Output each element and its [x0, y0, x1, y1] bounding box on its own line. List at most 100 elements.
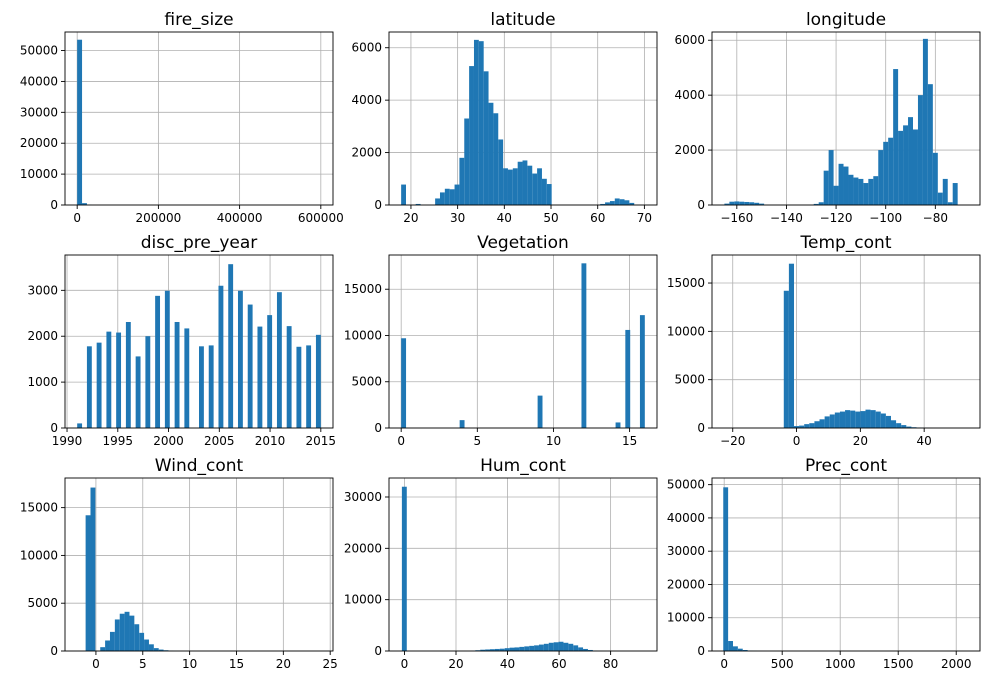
histogram-bar — [728, 641, 733, 651]
x-tick-label: 20 — [448, 657, 463, 671]
x-tick-label: 0 — [92, 657, 100, 671]
y-tick-label: 10000 — [667, 611, 705, 625]
histogram-bar — [749, 202, 755, 205]
histogram-bar — [464, 118, 470, 205]
panel-latitude: 20 30 40 50 60 70 0 2000 4000 6000 latitude — [351, 10, 658, 225]
histogram-bar — [813, 203, 819, 205]
histogram-bar — [174, 321, 180, 428]
histogram-bar — [109, 631, 115, 651]
y-tick-label: 5000 — [674, 373, 705, 387]
panel-title: Prec_cont — [805, 456, 887, 476]
histogram-bar — [799, 425, 805, 428]
histogram-bar — [908, 117, 913, 205]
axes-frame — [64, 254, 334, 429]
y-tick-label: 4000 — [351, 93, 382, 107]
histogram-bar — [267, 315, 273, 428]
histogram-bar — [878, 150, 884, 205]
x-tick-label: −140 — [770, 211, 803, 225]
histogram-bar — [86, 346, 92, 428]
histogram-bar — [868, 178, 874, 205]
x-tick-label: 0 — [720, 657, 728, 671]
x-tick-label: 1500 — [883, 657, 914, 671]
panel-vegetation: 0 5 10 15 0 5000 10000 15000 Vegetation — [344, 233, 658, 448]
x-tick-label: 600000 — [298, 211, 344, 225]
y-tick-label: 10000 — [344, 593, 382, 607]
y-tick-label: 30000 — [667, 544, 705, 558]
x-tick-label: 10 — [182, 657, 197, 671]
histogram-bar — [828, 150, 834, 205]
histogram-bar — [153, 648, 159, 651]
histogram-bar — [619, 199, 625, 205]
histogram-bar — [208, 345, 214, 428]
histogram-bar — [543, 643, 549, 651]
histogram-bar — [546, 184, 552, 205]
x-tick-label: −20 — [720, 434, 745, 448]
histogram-bar — [865, 409, 871, 428]
y-tick-label: 10000 — [667, 324, 705, 338]
y-tick-label: 0 — [697, 644, 705, 658]
x-tick-label: 20 — [276, 657, 291, 671]
axes-frame — [711, 254, 981, 429]
histogram-bar — [723, 487, 729, 651]
histogram-bar — [744, 201, 750, 205]
histogram-bar — [119, 613, 125, 651]
histogram-bar — [629, 202, 635, 205]
histogram-bar — [614, 198, 620, 205]
histogram-bar — [218, 285, 224, 428]
histogram-bar — [509, 647, 515, 651]
y-tick-label: 30000 — [344, 490, 382, 504]
histogram-bar — [124, 611, 130, 651]
histogram-bar — [148, 644, 154, 651]
histogram-bar — [519, 646, 525, 651]
y-tick-label: 2000 — [674, 143, 705, 157]
histogram-bar — [444, 188, 450, 205]
histogram-bar — [858, 178, 864, 205]
panel-title: longitude — [806, 10, 886, 30]
x-tick-label: 5 — [473, 434, 481, 448]
histogram-bar — [927, 84, 933, 205]
histogram-bar — [609, 201, 615, 205]
y-tick-label: 15000 — [667, 276, 705, 290]
histogram-bar — [932, 152, 938, 205]
histogram-bar — [401, 338, 407, 428]
histogram-bar — [498, 139, 504, 205]
x-tick-label: 2000 — [941, 657, 972, 671]
y-tick-label: 50000 — [20, 44, 58, 58]
histogram-bar — [917, 95, 923, 205]
histogram-bar — [734, 201, 740, 205]
histogram-bar — [504, 648, 510, 651]
histogram-bar — [503, 168, 508, 205]
histogram-bar — [922, 38, 928, 205]
x-tick-label: 40 — [917, 434, 932, 448]
panel-wind-cont: 0 5 10 15 20 25 0 5000 10000 15000 Wind_cont — [20, 456, 338, 671]
histogram-bar — [306, 345, 312, 428]
y-tick-label: 0 — [374, 198, 382, 212]
y-tick-label: 1000 — [27, 375, 58, 389]
x-tick-label: 20 — [403, 211, 418, 225]
x-tick-label: 0 — [397, 434, 405, 448]
x-tick-label: 60 — [590, 211, 605, 225]
histogram-bar — [581, 263, 587, 428]
y-tick-label: 2000 — [27, 329, 58, 343]
histogram-bar — [134, 624, 140, 651]
histogram-bar — [537, 395, 543, 428]
histogram-bar — [77, 39, 83, 206]
histogram-bar — [90, 487, 96, 651]
x-tick-label: 25 — [323, 657, 338, 671]
histogram-bar — [116, 332, 122, 428]
histogram-bar — [524, 646, 530, 651]
y-tick-label: 6000 — [351, 41, 382, 55]
histogram-bar — [901, 425, 907, 428]
panel-prec-cont: 0 500 1000 1500 2000010000200003000040000500… — [667, 456, 981, 671]
histogram-bar — [276, 292, 282, 428]
histogram-bar — [114, 619, 120, 651]
histogram-bar — [625, 329, 631, 428]
histogram-bar — [85, 515, 91, 651]
x-tick-label: −120 — [820, 211, 853, 225]
histogram-bar — [913, 129, 918, 205]
x-tick-label: 1990 — [52, 434, 83, 448]
panel-longitude: −160 −140 −120 −100 −80 0 2000 4000 6000 longitud… — [674, 10, 981, 225]
x-tick-label: 40 — [497, 211, 512, 225]
histogram-bar — [839, 411, 846, 428]
histogram-bar — [896, 423, 902, 428]
